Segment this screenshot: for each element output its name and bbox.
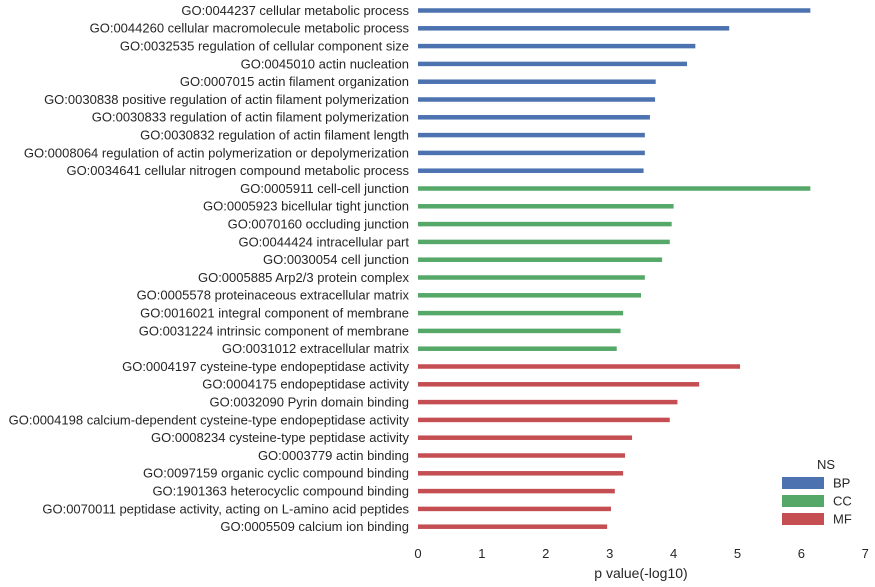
category-label: GO:0005509 calcium ion binding [220, 519, 409, 534]
category-label: GO:0044237 cellular metabolic process [181, 3, 409, 18]
bar-go-0031012 [418, 346, 617, 351]
category-label: GO:0005923 bicellular tight junction [203, 199, 409, 214]
legend-label-bp: BP [833, 475, 850, 490]
category-label: GO:0031012 extracellular matrix [222, 341, 410, 356]
bar-go-0030054 [418, 257, 663, 262]
bar-go-0008234 [418, 435, 633, 440]
bar-go-0030833 [418, 115, 650, 120]
bar-go-0005509 [418, 524, 608, 529]
x-tick-label: 5 [734, 546, 741, 561]
bar-go-0032535 [418, 43, 696, 49]
legend-title: NS [817, 457, 835, 472]
category-label: GO:0030054 cell junction [263, 252, 409, 267]
bar-go-0005911 [418, 186, 811, 191]
category-label: GO:0005578 proteinaceous extracellular m… [137, 288, 410, 303]
x-ticks-group: 0 1 2 3 4 5 6 7 [414, 546, 869, 561]
category-label: GO:0045010 actin nucleation [241, 56, 409, 71]
legend: NS BP CC MF [782, 457, 852, 526]
bar-go-0070011 [418, 506, 611, 512]
category-label: GO:0044424 intracellular part [238, 234, 409, 249]
bar-go-0044424 [418, 239, 670, 245]
category-label: GO:0031224 intrinsic component of membra… [139, 323, 409, 338]
bar-go-1901363 [418, 488, 615, 494]
category-label: GO:0008234 cysteine-type peptidase activ… [151, 430, 409, 445]
category-label: GO:1901363 heterocyclic compound binding [152, 484, 409, 499]
bar-go-0030832 [418, 132, 645, 138]
bar-go-0003779 [418, 453, 626, 458]
x-tick-label: 6 [798, 546, 805, 561]
category-label: GO:0044260 cellular macromolecule metabo… [90, 21, 410, 36]
bar-go-0016021 [418, 310, 624, 316]
category-label: GO:0032090 Pyrin domain binding [210, 395, 409, 410]
bar-go-0004175 [418, 382, 700, 387]
category-label: GO:0005885 Arp2/3 protein complex [198, 270, 410, 285]
x-tick-label: 3 [606, 546, 613, 561]
bar-go-0030838 [418, 97, 656, 102]
legend-swatch-cc [782, 495, 824, 507]
category-label: GO:0030832 regulation of actin filament … [140, 128, 409, 143]
category-label: GO:0007015 actin filament organization [180, 74, 409, 89]
category-label: GO:0034641 cellular nitrogen compound me… [66, 163, 409, 178]
bar-go-0004198 [418, 417, 670, 423]
x-axis-title: p value(-log10) [594, 565, 687, 581]
x-tick-label: 0 [414, 546, 421, 561]
bar-go-0031224 [418, 328, 621, 334]
bars-group [418, 8, 811, 529]
bar-go-0032090 [418, 399, 678, 405]
x-tick-label: 7 [862, 546, 869, 561]
category-label: GO:0070160 occluding junction [228, 217, 409, 232]
legend-swatch-bp [782, 477, 824, 489]
legend-label-cc: CC [833, 493, 852, 508]
category-label: GO:0030833 regulation of actin filament … [92, 110, 409, 125]
bar-go-0005885 [418, 275, 645, 280]
legend-label-mf: MF [833, 511, 852, 526]
legend-swatch-mf [782, 513, 824, 525]
category-label: GO:0004175 endopeptidase activity [202, 377, 409, 392]
bar-go-0007015 [418, 79, 656, 84]
x-tick-label: 2 [542, 546, 549, 561]
category-labels-group: GO:0044237 cellular metabolic process GO:… [9, 3, 410, 534]
category-label: GO:0004197 cysteine-type endopeptidase a… [122, 359, 409, 374]
bar-go-0005923 [418, 204, 674, 209]
bar-go-0034641 [418, 168, 644, 173]
category-label: GO:0030838 positive regulation of actin … [44, 92, 409, 107]
category-label: GO:0097159 organic cyclic compound bindi… [143, 466, 409, 481]
category-label: GO:0032535 regulation of cellular compon… [120, 39, 409, 54]
category-label: GO:0070011 peptidase activity, acting on… [42, 501, 409, 516]
bar-go-0004197 [418, 364, 741, 369]
bar-go-0044237 [418, 8, 811, 13]
bar-go-0005578 [418, 293, 642, 298]
category-label: GO:0003779 actin binding [258, 448, 409, 463]
bar-go-0008064 [418, 150, 645, 156]
bar-go-0044260 [418, 26, 730, 31]
x-tick-label: 4 [670, 546, 677, 561]
category-label: GO:0008064 regulation of actin polymeriz… [24, 145, 409, 160]
category-label: GO:0005911 cell-cell junction [240, 181, 409, 196]
x-tick-label: 1 [478, 546, 485, 561]
category-label: GO:0016021 integral component of membran… [140, 306, 409, 321]
bar-go-0045010 [418, 61, 688, 67]
bar-go-0070160 [418, 221, 672, 227]
bar-go-0097159 [418, 471, 624, 476]
category-label: GO:0004198 calcium-dependent cysteine-ty… [9, 412, 410, 427]
